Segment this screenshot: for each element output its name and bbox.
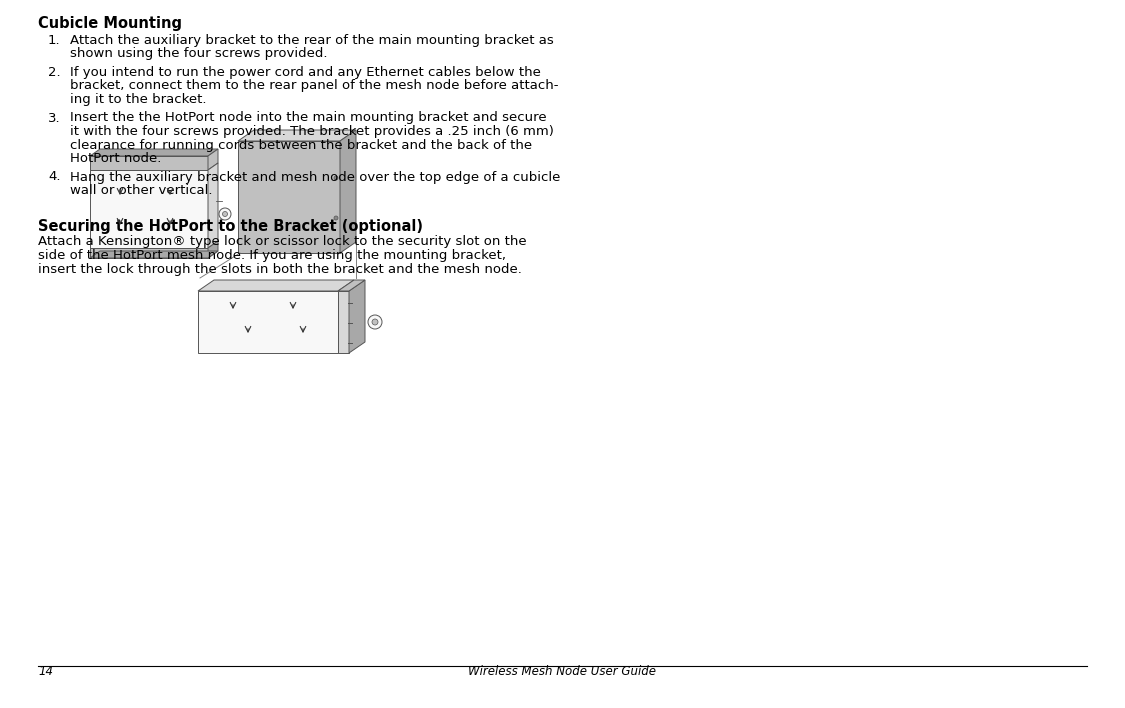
Polygon shape bbox=[90, 149, 218, 156]
Circle shape bbox=[368, 315, 382, 329]
Text: Securing the HotPort to the Bracket (optional): Securing the HotPort to the Bracket (opt… bbox=[38, 219, 423, 234]
Text: If you intend to run the power cord and any Ethernet cables below the: If you intend to run the power cord and … bbox=[70, 66, 541, 79]
Text: Cubicle Mounting: Cubicle Mounting bbox=[38, 16, 182, 31]
Text: bracket, connect them to the rear panel of the mesh node before attach-: bracket, connect them to the rear panel … bbox=[70, 79, 558, 93]
Polygon shape bbox=[340, 130, 356, 253]
Polygon shape bbox=[90, 251, 218, 258]
Text: 2.: 2. bbox=[48, 66, 61, 79]
Text: Wireless Mesh Node User Guide: Wireless Mesh Node User Guide bbox=[468, 665, 657, 678]
Text: shown using the four screws provided.: shown using the four screws provided. bbox=[70, 47, 327, 60]
Text: wall or other vertical.: wall or other vertical. bbox=[70, 184, 213, 197]
Circle shape bbox=[223, 212, 227, 217]
Bar bbox=[198, 291, 338, 353]
Polygon shape bbox=[208, 163, 218, 248]
Polygon shape bbox=[349, 280, 364, 353]
Circle shape bbox=[372, 319, 378, 325]
Circle shape bbox=[334, 176, 338, 180]
Polygon shape bbox=[208, 241, 218, 258]
Bar bbox=[90, 170, 208, 248]
Text: it with the four screws provided. The bracket provides a .25 inch (6 mm): it with the four screws provided. The br… bbox=[70, 125, 554, 138]
Bar bbox=[90, 156, 208, 170]
Bar bbox=[338, 291, 349, 353]
Text: HotPort node.: HotPort node. bbox=[70, 152, 161, 165]
Text: Hang the auxiliary bracket and mesh node over the top edge of a cubicle: Hang the auxiliary bracket and mesh node… bbox=[70, 171, 560, 183]
Bar bbox=[90, 248, 208, 258]
Polygon shape bbox=[338, 280, 364, 291]
Circle shape bbox=[219, 208, 231, 220]
Text: Attach a Kensington® type lock or scissor lock to the security slot on the: Attach a Kensington® type lock or scisso… bbox=[38, 236, 526, 249]
Text: 4.: 4. bbox=[48, 171, 61, 183]
Text: insert the lock through the slots in both the bracket and the mesh node.: insert the lock through the slots in bot… bbox=[38, 263, 522, 275]
Text: Attach the auxiliary bracket to the rear of the main mounting bracket as: Attach the auxiliary bracket to the rear… bbox=[70, 34, 554, 47]
Text: 14: 14 bbox=[38, 665, 53, 678]
Text: side of the HotPort mesh node. If you are using the mounting bracket,: side of the HotPort mesh node. If you ar… bbox=[38, 249, 506, 262]
Text: clearance for running cords between the bracket and the back of the: clearance for running cords between the … bbox=[70, 139, 532, 152]
Polygon shape bbox=[208, 149, 218, 170]
Polygon shape bbox=[198, 280, 354, 291]
Bar bbox=[238, 141, 340, 253]
Text: Insert the the HotPort node into the main mounting bracket and secure: Insert the the HotPort node into the mai… bbox=[70, 111, 547, 125]
Circle shape bbox=[334, 216, 338, 220]
Polygon shape bbox=[238, 130, 356, 141]
Text: 3.: 3. bbox=[48, 111, 61, 125]
Text: 1.: 1. bbox=[48, 34, 61, 47]
Text: ing it to the bracket.: ing it to the bracket. bbox=[70, 93, 207, 106]
